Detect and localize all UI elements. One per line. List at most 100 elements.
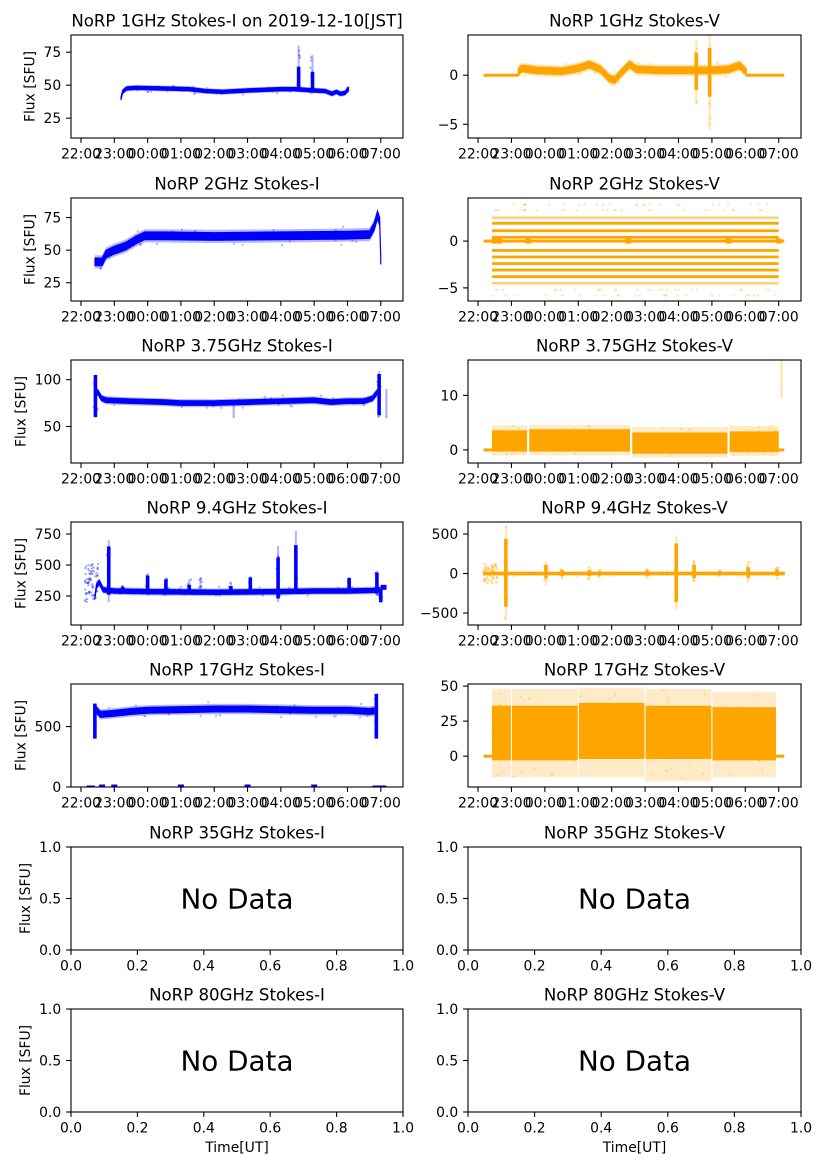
scatter-point (559, 70, 562, 73)
panel-2ghz-v: 22:0023:0000:0001:0002:0003:0004:0005:00… (438, 175, 802, 325)
scatter-point (139, 244, 142, 247)
scatter-point (288, 240, 291, 243)
cloud-point (84, 579, 87, 582)
scatter-point (259, 399, 262, 402)
scatter-point (747, 575, 750, 578)
x-tick-label: 05:00 (294, 633, 334, 649)
scatter-point (99, 267, 102, 270)
cloud-point (85, 565, 88, 568)
scatter-point (192, 85, 195, 88)
scatter-point (649, 771, 652, 774)
level-point (573, 288, 576, 291)
scatter-point (217, 90, 220, 93)
level-point (578, 203, 581, 206)
scatter-point (490, 732, 493, 735)
cloud-point (486, 577, 489, 580)
cloud-point (484, 565, 487, 568)
scatter-point (310, 59, 313, 62)
x-tick-label: 05:00 (294, 795, 334, 811)
cloud-point (92, 570, 95, 573)
level-point (617, 294, 620, 297)
cloud-point (84, 567, 87, 570)
scatter-point (500, 770, 503, 773)
scatter-point (296, 577, 299, 580)
scatter-point (567, 707, 570, 710)
scatter-point (587, 426, 590, 429)
scatter-point (219, 714, 222, 717)
x-tick-label: 23:00 (491, 471, 531, 487)
plot-area (86, 693, 387, 787)
scatter-point (640, 442, 643, 445)
scatter-point (670, 768, 673, 771)
cloud-point (491, 571, 494, 574)
x-tick-label: 1.0 (790, 958, 812, 974)
scatter-point (614, 754, 617, 757)
scatter-point (560, 758, 563, 761)
x-tick-label: 23:00 (491, 633, 531, 649)
scatter-point (647, 758, 650, 761)
scatter-point (200, 580, 203, 583)
level-point (650, 209, 653, 212)
scatter-point (298, 55, 301, 58)
scatter-point (692, 562, 695, 565)
scatter-point (271, 90, 274, 93)
scatter-point (360, 702, 363, 705)
scatter-point (374, 713, 377, 716)
scatter-point (94, 723, 97, 726)
scatter-point (737, 68, 740, 71)
scatter-point (521, 430, 524, 433)
scatter-point (702, 772, 705, 775)
cloud-point (482, 578, 485, 581)
scatter-point (598, 574, 601, 577)
cloud-point (96, 573, 99, 576)
panel-3.75ghz-i: 22:0023:0000:0001:0002:0003:0004:0005:00… (14, 337, 404, 487)
scatter-point (496, 773, 499, 776)
scatter-point (279, 594, 282, 597)
scatter-point (298, 56, 301, 59)
scatter-point (508, 445, 511, 448)
cloud-point (87, 564, 90, 567)
scatter-point (333, 715, 336, 718)
y-tick-label: 0.5 (436, 1054, 458, 1070)
level-point (563, 209, 566, 212)
x-tick-label: 05:00 (692, 795, 732, 811)
data-block (645, 705, 712, 759)
scatter-point (193, 92, 196, 95)
scatter-point (106, 568, 109, 571)
cloud-point (495, 566, 498, 569)
scatter-point (94, 375, 97, 378)
scatter-point (711, 438, 714, 441)
level-point (594, 294, 597, 297)
scatter-point (93, 704, 96, 707)
scatter-point (163, 586, 166, 589)
data-band (517, 60, 747, 85)
scatter-point (238, 398, 241, 401)
level-point (707, 209, 710, 212)
scatter-point (325, 234, 328, 237)
scatter-point (373, 720, 376, 723)
level-point (494, 209, 497, 212)
scatter-point (223, 238, 226, 241)
axes-frame (467, 197, 802, 302)
x-tick-label: 0.2 (524, 958, 546, 974)
data-band (120, 85, 350, 101)
scatter-point (248, 581, 251, 584)
axes-frame (70, 197, 404, 302)
level-point (613, 209, 616, 212)
scatter-point (508, 442, 511, 445)
y-tick-label: 25 (44, 111, 62, 127)
scatter-point (296, 84, 299, 87)
scatter-point (523, 75, 526, 78)
scatter-point (165, 593, 168, 596)
scatter-point (510, 453, 513, 456)
scatter-point (277, 404, 280, 407)
scatter-point (180, 585, 183, 588)
x-tick-label: 04:00 (658, 471, 698, 487)
scatter-point (731, 442, 734, 445)
scatter-point (375, 713, 378, 716)
scatter-point (220, 92, 223, 95)
scatter-point (244, 402, 247, 405)
scatter-point (541, 739, 544, 742)
scatter-point (375, 583, 378, 586)
